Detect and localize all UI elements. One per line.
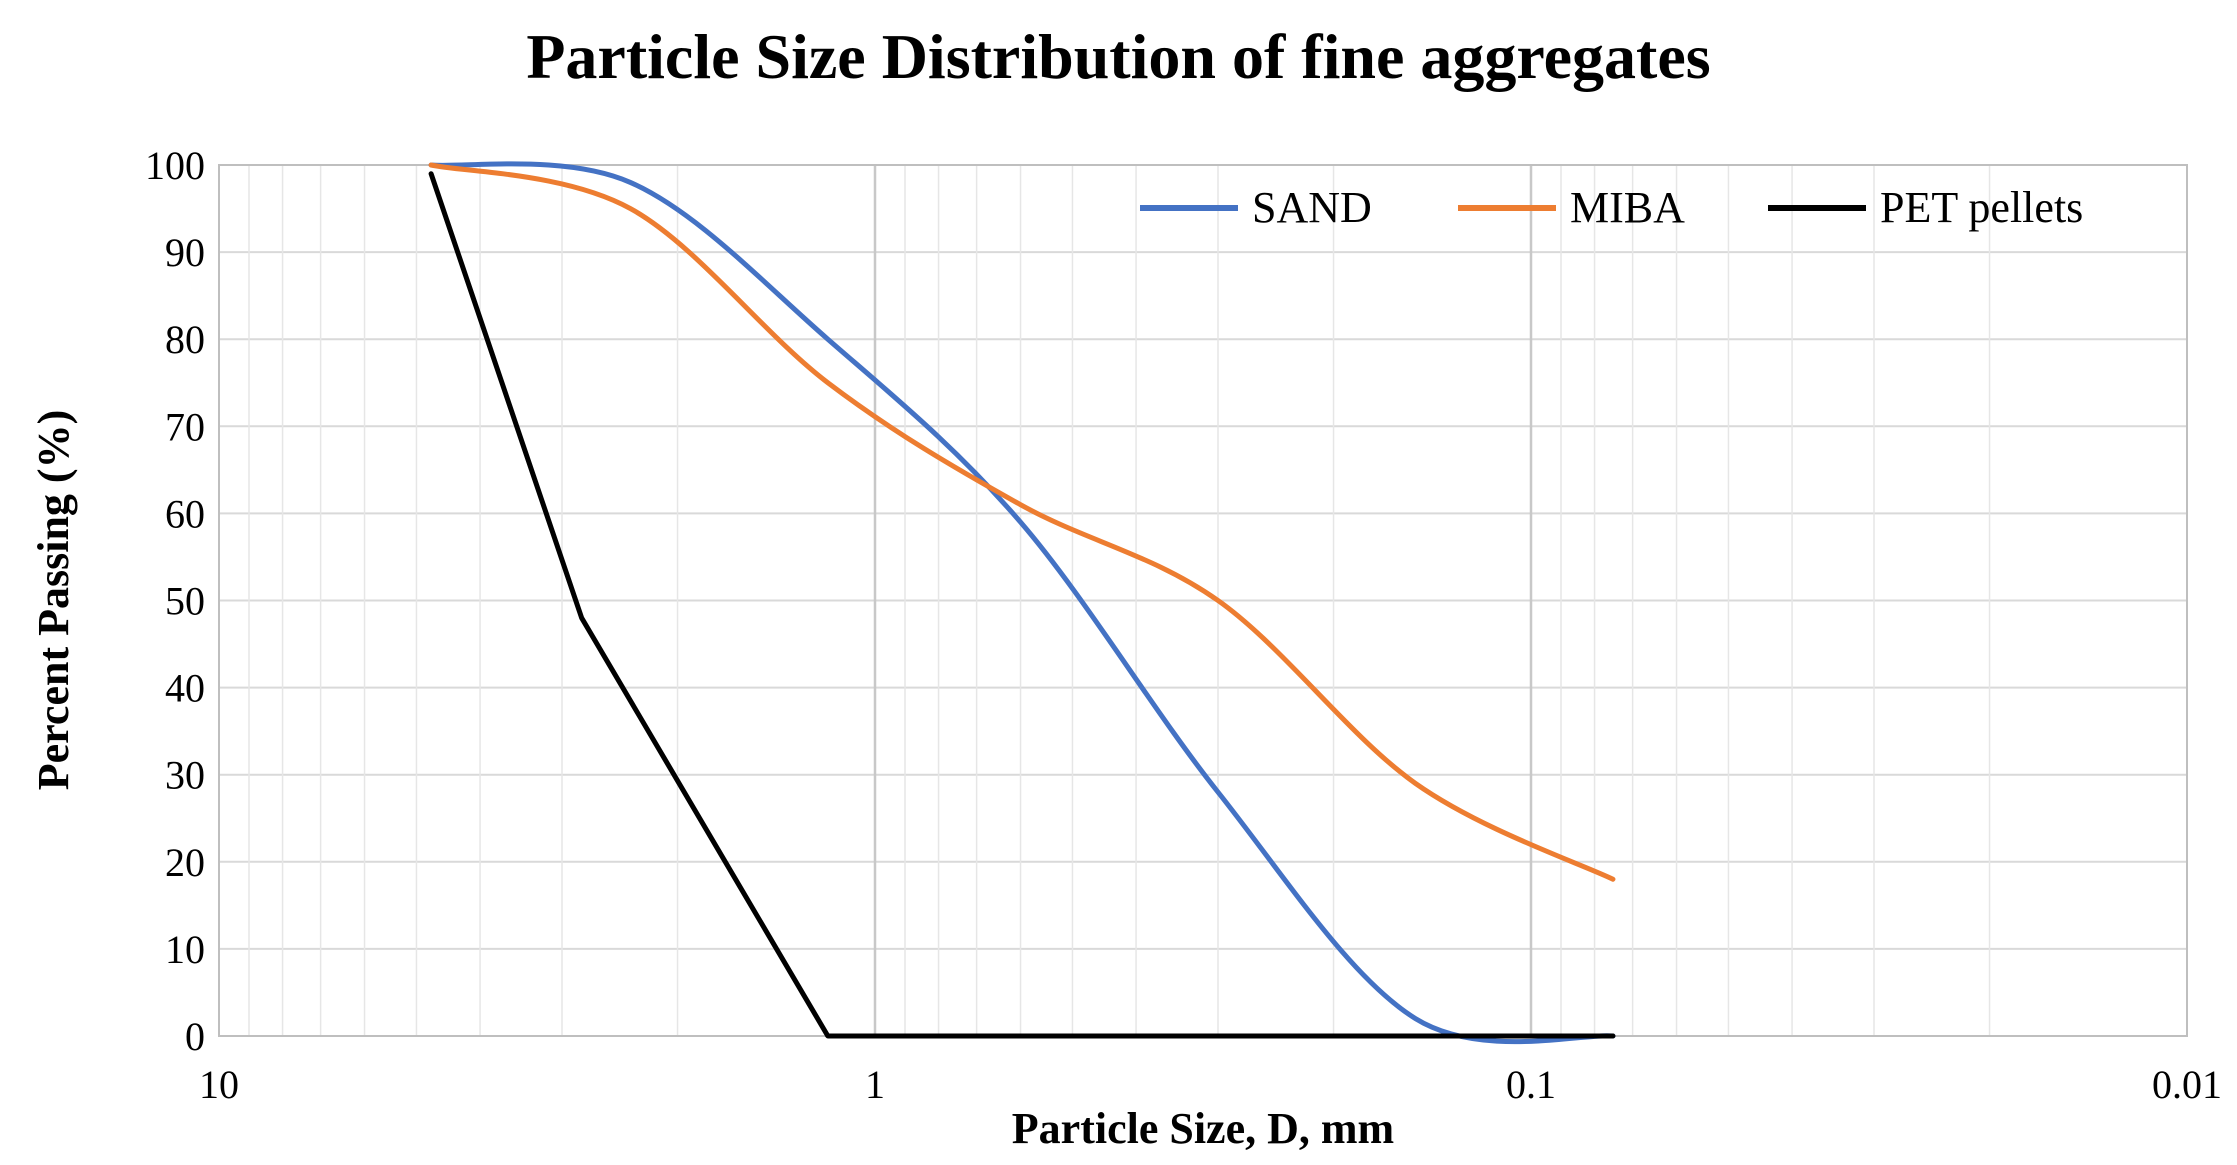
- x-axis-label: Particle Size, D, mm: [1012, 1104, 1394, 1153]
- y-tick-label: 90: [165, 230, 205, 275]
- x-tick-label: 1: [865, 1062, 885, 1107]
- x-tick-label: 0.01: [2152, 1062, 2222, 1107]
- legend: SAND MIBA PET pellets: [1140, 183, 2083, 232]
- x-tick-label: 10: [199, 1062, 239, 1107]
- y-tick-label: 30: [165, 753, 205, 798]
- x-tick-label: 0.1: [1506, 1062, 1556, 1107]
- y-axis-label: Percent Passing (%): [29, 410, 78, 790]
- y-tick-labels: 0 10 20 30 40 50 60 70 80 90 100: [145, 143, 205, 1059]
- legend-label-miba: MIBA: [1570, 183, 1685, 232]
- legend-label-pet-pellets: PET pellets: [1880, 183, 2083, 232]
- chart-title: Particle Size Distribution of fine aggre…: [526, 21, 1711, 92]
- series-line-miba: [428, 162, 1616, 882]
- series-line-sand: [428, 161, 1616, 1045]
- y-tick-label: 20: [165, 840, 205, 885]
- x-tick-labels: 10 1 0.1 0.01: [199, 1062, 2222, 1107]
- y-tick-label: 0: [185, 1014, 205, 1059]
- series-line-pet-pellets: [428, 171, 1616, 1039]
- series-layer: [428, 161, 1616, 1045]
- y-tick-label: 50: [165, 579, 205, 624]
- y-tick-label: 80: [165, 317, 205, 362]
- y-tick-label: 100: [145, 143, 205, 188]
- legend-label-sand: SAND: [1252, 183, 1372, 232]
- y-tick-label: 60: [165, 491, 205, 536]
- y-tick-label: 10: [165, 927, 205, 972]
- y-tick-label: 40: [165, 666, 205, 711]
- grid-layer: [219, 164, 2187, 1037]
- y-tick-label: 70: [165, 404, 205, 449]
